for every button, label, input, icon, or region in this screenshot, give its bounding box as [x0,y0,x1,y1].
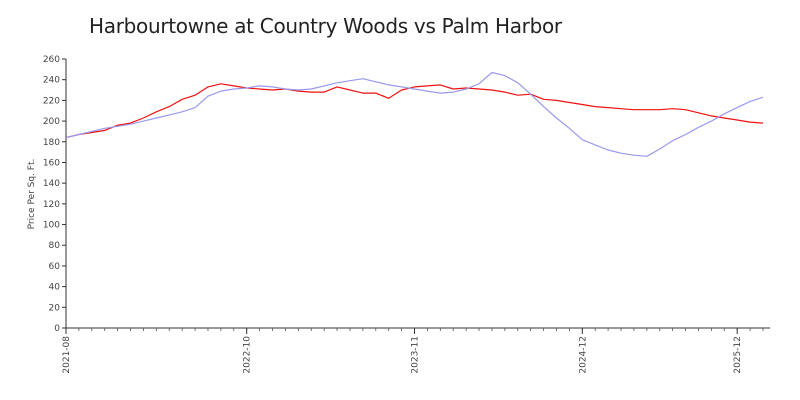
x-tick-label: 2021-08 [62,336,72,374]
y-tick-label: 200 [43,117,60,127]
y-tick-label: 140 [43,179,60,189]
y-axis-title: Price Per Sq. Ft. [27,159,37,230]
series-line-1 [65,83,764,139]
x-tick-label: 2025-12 [733,336,743,374]
x-tick-label: 2022-10 [243,336,253,374]
y-tick-label: 100 [43,221,60,231]
y-tick-label: 60 [49,262,61,272]
series-line-2 [65,71,764,157]
y-tick-label: 180 [43,138,60,148]
y-tick-label: 40 [49,283,61,293]
y-tick-label: 220 [43,96,60,106]
chart-title: Harbourtowne at Country Woods vs Palm Ha… [89,14,562,38]
x-tick-label: 2023-11 [411,336,421,374]
y-tick-label: 120 [43,200,60,210]
y-axis: 0 20 40 60 80 100 120 140 160 180 200 220 240 260 [43,55,67,334]
x-axis: 2021-08 2022-10 2023-11 2024-12 2025-12 [62,327,770,374]
y-tick-label: 240 [43,76,60,86]
x-tick-label: 2024-12 [578,336,588,374]
y-tick-label: 0 [54,324,60,334]
y-tick-label: 20 [49,303,61,313]
series-lines [65,71,764,157]
y-tick-label: 160 [43,158,60,168]
y-tick-label: 260 [43,55,60,65]
y-tick-label: 80 [49,241,61,251]
